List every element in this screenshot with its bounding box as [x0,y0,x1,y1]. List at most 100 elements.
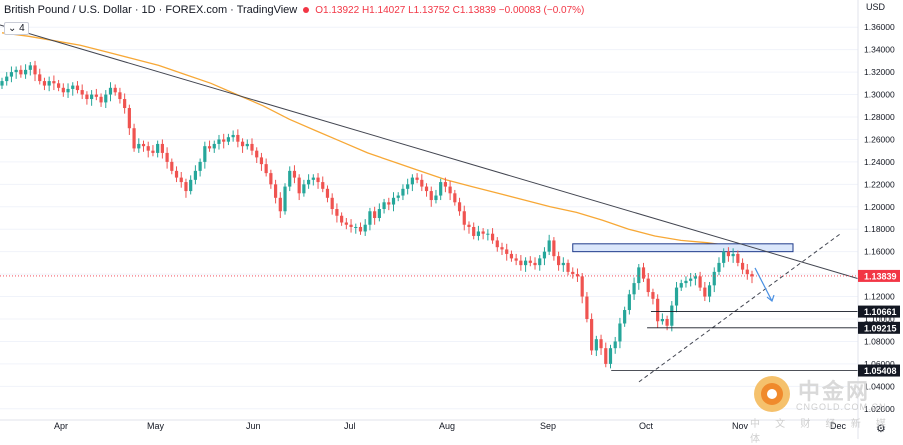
candle-body [453,193,457,203]
projection-arrowhead [766,294,775,303]
candle-body [604,348,608,364]
candle-body [193,170,197,180]
candle-body [38,74,42,82]
candle-body [358,226,363,232]
candle-body [632,283,636,295]
candle-body [439,182,443,196]
candle-body [363,224,367,232]
candle-body [566,262,570,272]
level-label-text: 1.10661 [864,307,897,317]
candle-body [712,271,716,286]
candle-body [33,65,37,75]
candle-body [646,278,650,293]
candle-body [307,179,311,185]
candle-body [75,85,80,91]
candle-body [523,260,528,266]
ohlc-readout: O1.13922 H1.14027 L1.13752 C1.13839 −0.0… [315,5,584,16]
candle-body [108,87,113,95]
candle-body [151,150,155,153]
candle-body [335,209,339,216]
candle-body [259,157,264,165]
candle-body [311,177,315,180]
candle-body [410,177,414,185]
market-status-dot [303,7,310,13]
candle-body [184,182,188,192]
symbol-title[interactable]: British Pound / U.S. Dollar · 1D · FOREX… [4,4,298,16]
candle-body [52,81,56,84]
candle-body [693,276,697,279]
candle-body [406,184,410,189]
candle-body [42,81,47,86]
price-tick-label: 1.12000 [864,292,895,302]
candle-body [665,319,669,326]
month-label: Dec [830,421,847,431]
change-value: −0.00083 (−0.07%) [498,4,585,16]
high-value: H1.14027 [361,4,406,16]
candle-body [236,134,240,142]
candle-body [571,271,575,275]
candle-body [47,81,51,86]
chart-header: British Pound / U.S. Dollar · 1D · FOREX… [4,4,584,16]
candle-body [396,195,400,198]
level-label-text: 1.05408 [864,366,897,376]
price-tick-label: 1.02000 [864,404,895,414]
candle-body [594,339,598,351]
candle-body [273,184,278,198]
candle-body [325,188,330,198]
close-value: C1.13839 [452,4,496,16]
price-tick-label: 1.26000 [864,134,895,144]
moving-average [1,32,734,247]
candle-body [722,251,726,263]
price-tick-label: 1.04000 [864,381,895,391]
price-tick-label: 1.06000 [864,359,895,369]
candle-body [608,348,613,364]
candle-body [28,65,32,70]
candle-body [269,173,273,185]
candle-body [212,143,216,149]
candle-body [557,256,561,266]
indicator-toggle[interactable]: ⌄ 4 [4,22,29,35]
candle-body [585,296,589,319]
level-label-box [858,321,900,334]
candle-body [203,146,207,162]
month-label: Sep [540,421,556,431]
watermark-tagline: 中 文 财 经 新 媒 体 [750,419,892,445]
price-tick-label: 1.28000 [864,112,895,122]
candle-body [387,202,391,205]
candle-body [382,202,386,210]
candle-body [670,305,674,326]
candle-body [288,170,292,187]
candle-body [354,226,358,228]
candle-body [250,143,254,151]
gear-icon[interactable]: ⚙ [876,423,886,435]
candle-body [505,249,509,254]
watermark: 中金网 CNGOLD.COM.CN 中 文 财 经 新 媒 体 [750,372,900,445]
candle-body [297,177,301,194]
watermark-url: CNGOLD.COM.CN [796,402,887,412]
candle-body [731,253,735,257]
candle-body [509,253,514,259]
candle-body [528,260,532,263]
candle-body [542,251,547,259]
candle-body [448,186,452,194]
candle-body [80,90,84,95]
candle-body [495,240,499,248]
candle-body [651,292,655,299]
candle-body [61,87,65,93]
candle-body [141,143,146,147]
candle-body [538,258,542,266]
level-label-box [858,364,900,377]
candle-body [401,188,405,196]
month-label: Nov [732,421,749,431]
candle-body [618,323,622,342]
candle-body [368,211,372,225]
candle-body [434,195,438,201]
candle-body [104,94,108,103]
open-value: O1.13922 [315,4,360,16]
candle-body [245,143,249,147]
month-label: Aug [439,421,455,431]
candle-body [656,298,660,322]
month-label: Jul [344,421,356,431]
